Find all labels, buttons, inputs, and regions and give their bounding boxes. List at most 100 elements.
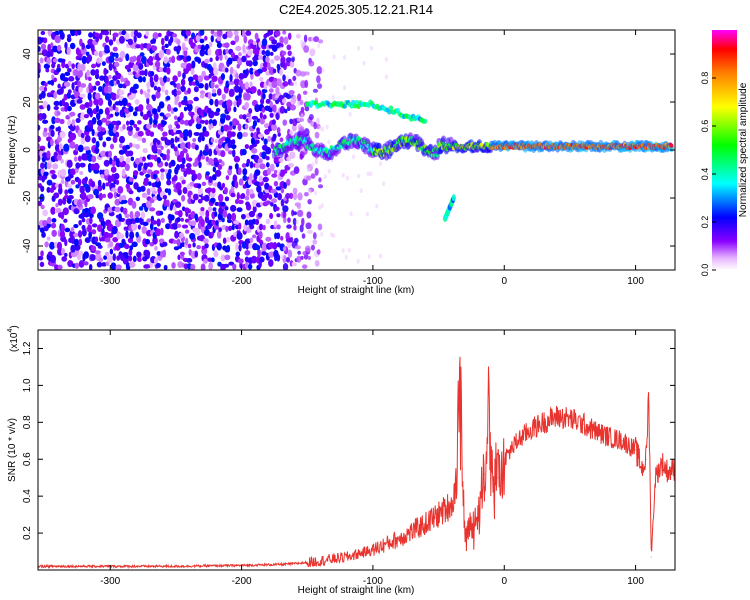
noise-speck xyxy=(241,241,247,249)
noise-speck xyxy=(298,117,305,122)
noise-speck xyxy=(105,182,110,187)
noise-speck xyxy=(128,61,135,68)
noise-speck xyxy=(155,262,161,268)
noise-speck xyxy=(182,187,188,194)
noise-speck xyxy=(121,168,126,177)
noise-speck xyxy=(215,55,220,62)
noise-speck xyxy=(237,258,244,264)
noise-speck xyxy=(126,102,132,107)
noise-speck xyxy=(162,194,168,200)
noise-speck xyxy=(166,152,170,162)
noise-speck xyxy=(143,177,149,183)
noise-speck xyxy=(231,139,236,145)
noise-speck xyxy=(242,44,246,53)
noise-speck xyxy=(137,104,144,112)
snr-point xyxy=(464,532,466,534)
noise-speck xyxy=(262,224,266,231)
noise-speck xyxy=(192,74,199,81)
noise-speck xyxy=(73,232,79,238)
noise-speck xyxy=(61,60,66,69)
noise-speck xyxy=(137,76,143,83)
noise-speck xyxy=(341,248,345,253)
noise-speck xyxy=(175,123,181,129)
noise-speck xyxy=(50,222,57,229)
noise-speck xyxy=(233,78,240,86)
noise-speck xyxy=(71,119,76,127)
noise-speck xyxy=(310,244,315,251)
noise-speck xyxy=(90,180,96,188)
noise-speck xyxy=(268,251,275,258)
noise-speck xyxy=(347,247,351,253)
noise-speck xyxy=(60,179,65,185)
noise-speck xyxy=(293,237,299,244)
noise-speck xyxy=(205,209,210,218)
y-tick-label: 1.2 xyxy=(22,341,33,355)
noise-speck xyxy=(51,116,56,125)
noise-speck xyxy=(183,95,188,102)
noise-speck xyxy=(172,75,178,83)
noise-speck xyxy=(265,49,271,57)
noise-speck xyxy=(258,239,264,245)
noise-speck xyxy=(141,137,147,144)
noise-speck xyxy=(104,69,109,74)
noise-speck xyxy=(40,90,46,99)
snr-point xyxy=(516,440,518,442)
noise-speck xyxy=(312,239,318,245)
noise-speck xyxy=(295,69,302,77)
noise-speck xyxy=(98,192,103,201)
noise-speck xyxy=(274,55,281,61)
noise-speck xyxy=(198,132,205,138)
noise-speck xyxy=(212,207,217,212)
x-tick-label: -100 xyxy=(363,276,383,287)
noise-speck xyxy=(160,37,165,46)
noise-speck xyxy=(165,48,171,56)
noise-speck xyxy=(176,82,181,90)
noise-speck xyxy=(148,61,154,66)
noise-speck xyxy=(58,186,63,195)
noise-speck xyxy=(193,173,198,180)
noise-speck xyxy=(51,229,57,237)
noise-speck xyxy=(258,223,264,231)
noise-speck xyxy=(233,106,237,113)
noise-speck xyxy=(73,223,79,229)
noise-speck xyxy=(223,263,230,268)
noise-speck xyxy=(290,82,294,87)
y-tick-label: 0.2 xyxy=(22,526,33,540)
noise-speck xyxy=(137,130,144,137)
noise-speck xyxy=(359,188,363,194)
noise-speck xyxy=(115,120,122,126)
noise-speck xyxy=(146,97,150,105)
noise-speck xyxy=(94,72,100,80)
x-tick-label: 0 xyxy=(501,276,507,287)
noise-speck xyxy=(114,57,120,62)
noise-speck xyxy=(40,185,45,192)
noise-speck xyxy=(262,176,269,183)
noise-speck xyxy=(230,144,237,150)
noise-speck xyxy=(88,32,93,38)
noise-speck xyxy=(166,148,171,155)
noise-speck xyxy=(214,139,219,144)
noise-speck xyxy=(40,204,45,210)
noise-speck xyxy=(53,105,59,111)
noise-speck xyxy=(86,54,93,63)
noise-speck xyxy=(265,218,271,225)
y-tick-label: 0.8 xyxy=(22,415,33,429)
noise-speck xyxy=(116,79,120,85)
noise-speck xyxy=(250,137,256,146)
noise-speck xyxy=(244,219,249,226)
noise-speck xyxy=(172,222,178,230)
noise-speck xyxy=(195,122,202,130)
noise-speck xyxy=(97,184,103,192)
noise-speck xyxy=(46,104,51,112)
noise-speck xyxy=(276,242,281,248)
noise-speck xyxy=(260,98,265,105)
noise-speck xyxy=(52,163,59,170)
noise-speck xyxy=(119,155,125,163)
noise-speck xyxy=(268,66,275,75)
noise-speck xyxy=(217,193,224,202)
noise-speck xyxy=(216,88,222,96)
noise-speck xyxy=(62,77,69,82)
noise-speck xyxy=(73,156,78,162)
noise-speck xyxy=(99,75,105,81)
snr-point xyxy=(398,538,400,540)
